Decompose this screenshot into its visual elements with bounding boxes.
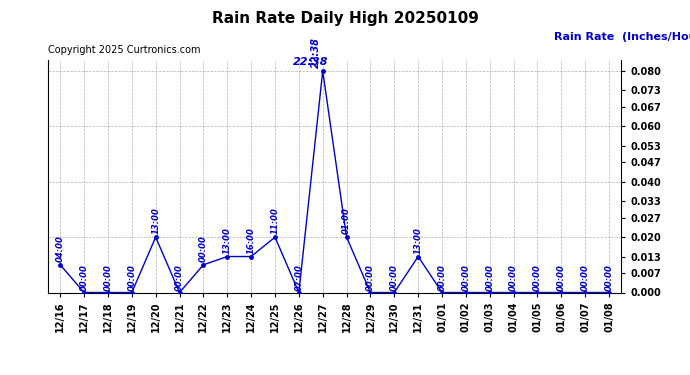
Text: 22:38: 22:38 [310, 38, 321, 68]
Text: 00:00: 00:00 [509, 264, 518, 291]
Text: 13:00: 13:00 [223, 227, 232, 254]
Text: 22:38: 22:38 [293, 57, 328, 67]
Text: Copyright 2025 Curtronics.com: Copyright 2025 Curtronics.com [48, 45, 201, 55]
Text: 04:00: 04:00 [56, 235, 65, 262]
Text: 00:00: 00:00 [175, 264, 184, 291]
Text: 01:00: 01:00 [342, 207, 351, 234]
Text: 00:00: 00:00 [581, 264, 590, 291]
Text: 00:00: 00:00 [604, 264, 613, 291]
Text: Rain Rate  (Inches/Hour): Rain Rate (Inches/Hour) [554, 32, 690, 42]
Text: 00:00: 00:00 [557, 264, 566, 291]
Text: 00:00: 00:00 [437, 264, 446, 291]
Text: 00:00: 00:00 [128, 264, 137, 291]
Text: Rain Rate Daily High 20250109: Rain Rate Daily High 20250109 [212, 11, 478, 26]
Text: 00:00: 00:00 [199, 235, 208, 262]
Text: 00:00: 00:00 [79, 264, 88, 291]
Text: 11:00: 11:00 [270, 207, 279, 234]
Text: 00:00: 00:00 [366, 264, 375, 291]
Text: 00:00: 00:00 [485, 264, 494, 291]
Text: 13:00: 13:00 [414, 227, 423, 254]
Text: 00:00: 00:00 [462, 264, 471, 291]
Text: 00:00: 00:00 [533, 264, 542, 291]
Text: 00:00: 00:00 [390, 264, 399, 291]
Text: 07:00: 07:00 [295, 264, 304, 291]
Text: 00:00: 00:00 [104, 264, 112, 291]
Text: 16:00: 16:00 [246, 227, 255, 254]
Text: 13:00: 13:00 [151, 207, 160, 234]
